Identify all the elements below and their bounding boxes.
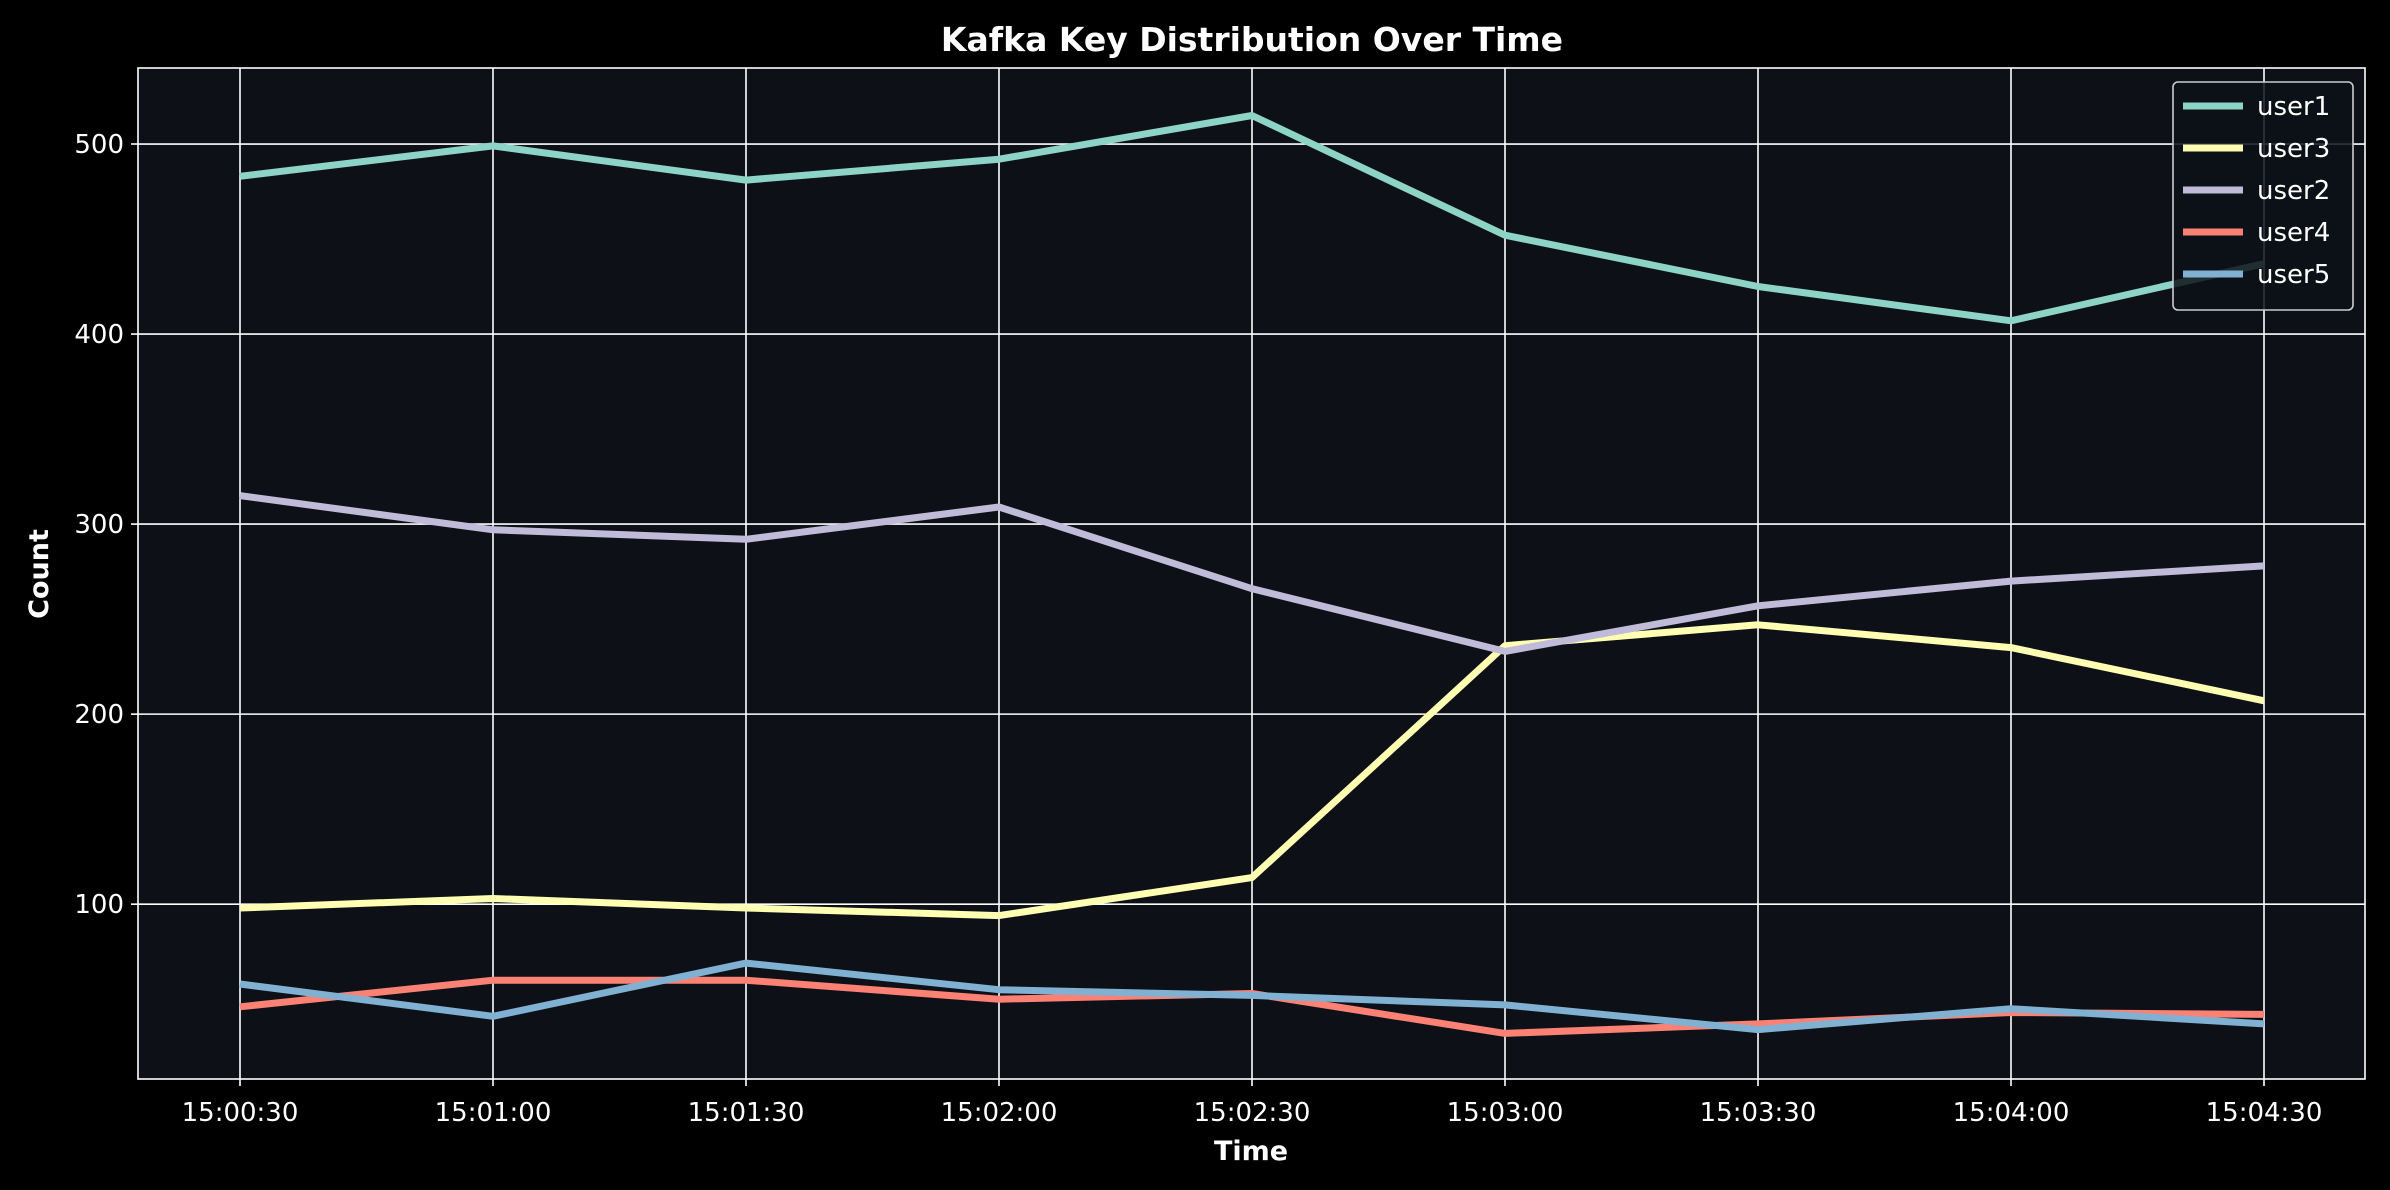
series-line-user2 [239, 492, 2265, 655]
x-tick-label: 15:01:00 [435, 1098, 552, 1128]
x-tick-label: 15:04:30 [2206, 1098, 2323, 1128]
series-lines [239, 112, 2265, 1037]
x-tick-label: 15:04:00 [1953, 1098, 2070, 1128]
legend-label-user1: user1 [2257, 92, 2330, 122]
y-tick-label: 500 [74, 130, 124, 160]
y-tick-label: 400 [74, 320, 124, 350]
legend-label-user4: user4 [2257, 218, 2330, 248]
x-tick-label: 15:02:00 [941, 1098, 1058, 1128]
legend-label-user5: user5 [2257, 260, 2330, 290]
y-tick-labels: 100 200 300 400 500 [74, 130, 138, 920]
y-tick-label: 200 [74, 700, 124, 730]
y-tick-label: 300 [74, 510, 124, 540]
series-line-user5 [239, 959, 2265, 1034]
legend-box [2172, 81, 2354, 311]
y-tick-label: 100 [74, 890, 124, 920]
legend-label-user2: user2 [2257, 176, 2330, 206]
x-tick-label: 15:02:30 [1194, 1098, 1311, 1128]
x-tick-label: 15:03:30 [1700, 1098, 1817, 1128]
x-axis-label: Time [1214, 1136, 1288, 1167]
legend: user1 user3 user2 user4 user5 [2172, 81, 2354, 311]
x-tick-label: 15:03:00 [1447, 1098, 1564, 1128]
x-tick-labels: 15:00:30 15:01:00 15:01:30 15:02:00 15:02:30… [182, 1079, 2323, 1128]
x-tick-label: 15:01:30 [688, 1098, 805, 1128]
x-tick-label: 15:00:30 [182, 1098, 299, 1128]
series-line-user1 [239, 112, 2265, 325]
series-line-user3 [239, 621, 2265, 920]
y-axis-label: Count [24, 529, 55, 619]
legend-label-user3: user3 [2257, 134, 2330, 164]
chart-title: Kafka Key Distribution Over Time [941, 20, 1563, 59]
